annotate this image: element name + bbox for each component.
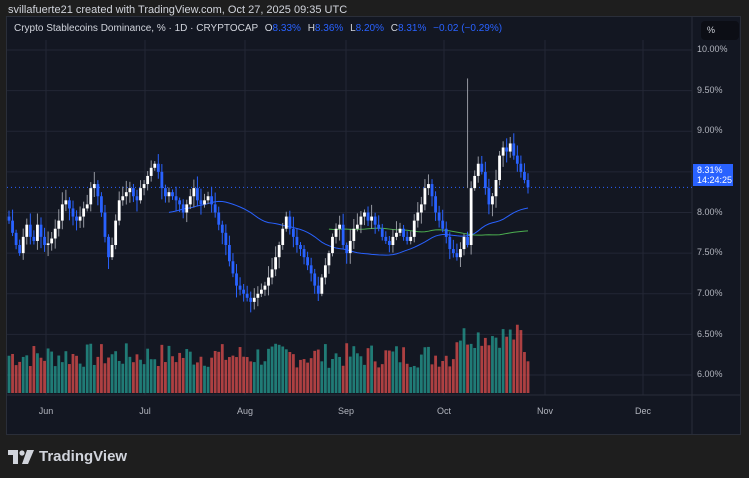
close-value: 8.31% xyxy=(398,23,427,34)
high-value: 8.36% xyxy=(314,23,344,34)
chart-legend: Crypto Stablecoins Dominance, % · 1D · C… xyxy=(14,23,503,34)
tradingview-logo-icon xyxy=(8,449,34,464)
chart-plot[interactable] xyxy=(0,0,749,440)
symbol-title: Crypto Stablecoins Dominance, % · 1D · C… xyxy=(14,23,258,34)
unit-button[interactable]: % xyxy=(701,21,739,40)
last-price-tag: 8.31% 14:24:25 xyxy=(693,164,733,186)
brand-name: TradingView xyxy=(39,448,128,465)
low-value: 8.20% xyxy=(355,23,384,34)
chart-caption: svillafuerte21 created with TradingView.… xyxy=(8,4,348,16)
tradingview-logo[interactable]: TradingView xyxy=(8,448,127,465)
change-value: −0.02 (−0.29%) xyxy=(433,23,503,34)
open-value: 8.33% xyxy=(272,23,301,34)
bar-countdown: 14:24:25 xyxy=(697,175,733,185)
